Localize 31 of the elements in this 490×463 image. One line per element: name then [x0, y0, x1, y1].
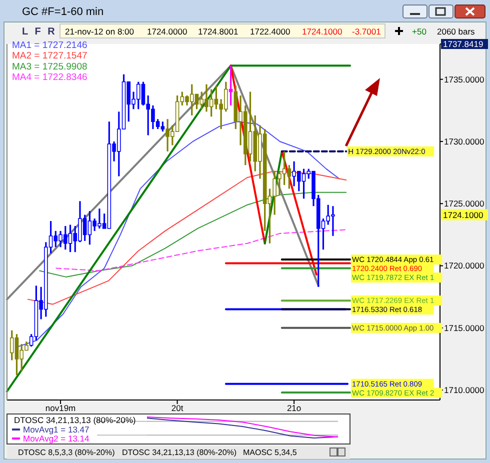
y-tick-label: 1710.0000: [444, 385, 484, 396]
text: DTOSC 34,21,13,13 (80%-20%): [14, 415, 136, 425]
text: +50: [412, 26, 427, 36]
y-tick-label: 1720.0000: [444, 260, 484, 271]
text: MA4 = 1722.8346: [12, 72, 88, 84]
text: L F R: [22, 26, 57, 38]
text: 1724.1000: [443, 210, 484, 220]
y-tick-label: 1730.0000: [444, 136, 484, 146]
y-tick-label: 1737.8419: [443, 38, 484, 49]
x-tick-label: 20t: [171, 403, 184, 413]
text: MAOSC 5,34,5: [243, 448, 298, 457]
legend-label: MovAvg1 = 13.47: [23, 424, 90, 434]
y-tick-label: 1715.0000: [444, 322, 484, 333]
text: MA1 = 1727.2146: [12, 40, 88, 51]
text: MA3 = 1725.9908: [12, 61, 88, 72]
legend-label: MovAvg2 = 13.14: [23, 434, 90, 444]
y-tick-label: 1725.0000: [444, 198, 484, 209]
text: -3.7001: [352, 26, 382, 36]
text: DTOSC 34,21,13,13 (80%-20%): [122, 448, 237, 457]
y-tick-label: 1735.0000: [444, 74, 484, 84]
text: 1724.0000: [147, 26, 188, 36]
text: 2060 bars: [437, 26, 475, 36]
text: 1722.4000: [250, 26, 290, 36]
chart-title: GC #F=1-60 min: [22, 6, 104, 18]
text: DTOSC 8,5,3,3 (80%-20%): [18, 448, 116, 457]
text: 21-nov-12 on 8:00: [65, 26, 134, 36]
text: 1724.8001: [198, 26, 238, 36]
text: 1724.1000: [302, 26, 342, 36]
text: MA2 = 1727.1547: [12, 50, 88, 62]
x-tick-label: nov19m: [45, 403, 76, 413]
x-tick-label: 21o: [286, 403, 302, 413]
